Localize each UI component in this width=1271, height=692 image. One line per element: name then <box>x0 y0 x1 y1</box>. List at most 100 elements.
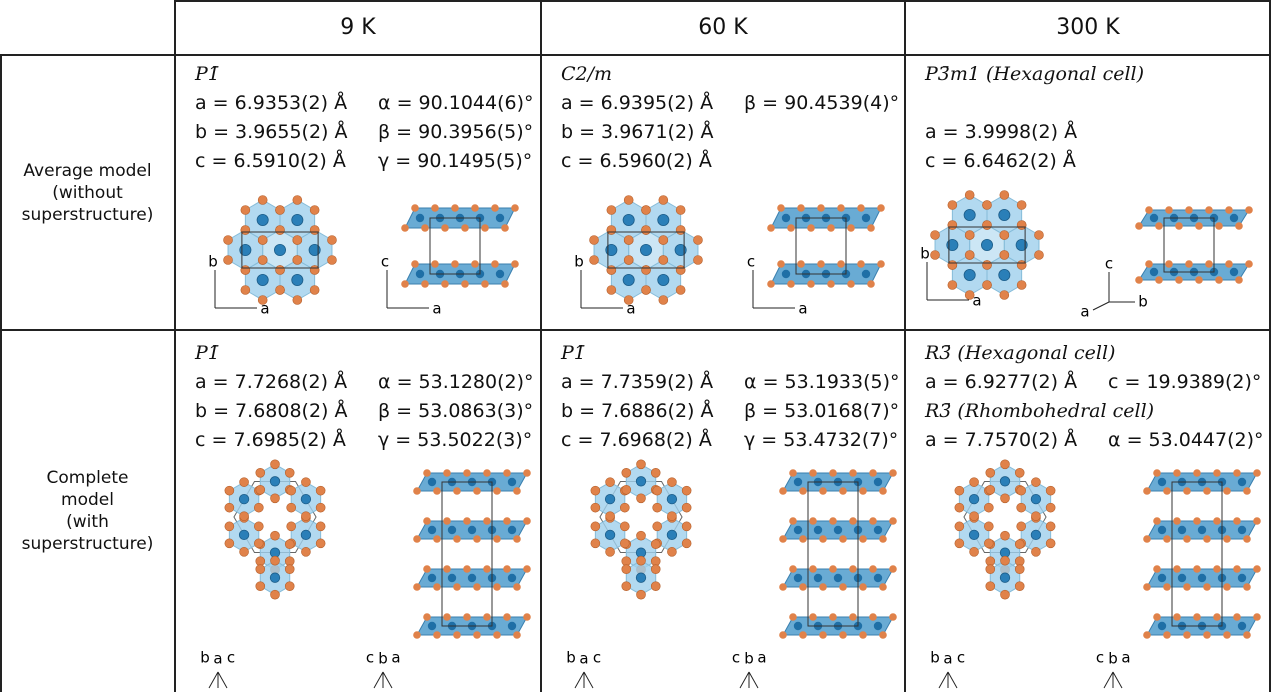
metal-atom <box>238 493 250 505</box>
anion-atom <box>463 613 471 621</box>
anion-atom <box>799 535 807 543</box>
metal-atom <box>495 269 505 279</box>
anion-atom <box>789 517 797 525</box>
parameter-text: c = 6.5910(2) Å <box>195 150 346 172</box>
anion-atom <box>954 538 965 549</box>
anion-atom <box>641 205 651 215</box>
cell-outline <box>599 480 683 554</box>
axis-line <box>938 671 949 689</box>
metal-atom <box>1229 213 1239 223</box>
parameter-text: γ = 90.1495(5)° <box>378 150 533 172</box>
anion-atom <box>270 555 280 566</box>
metal-atom <box>1237 573 1247 583</box>
anion-atom <box>1215 276 1223 284</box>
parameter-block: P1̄ a = 7.7268(2) Å α = 53.1280(2)° b = 7.6… <box>195 339 534 455</box>
anion-atom <box>797 204 805 212</box>
metal-atom <box>999 476 1011 487</box>
anion-atom <box>982 280 992 290</box>
metal-atom <box>291 274 304 287</box>
anion-atom <box>620 502 630 513</box>
anion-atom <box>1153 469 1161 477</box>
parameter-line: a = 6.9395(2) Å β = 90.4539(4)° <box>561 89 899 118</box>
anion-atom <box>1031 511 1041 521</box>
anion-atom <box>652 485 662 496</box>
metal-atom <box>427 525 437 535</box>
anion-atom <box>315 538 326 549</box>
metal-atom <box>963 269 976 282</box>
anion-atom <box>1193 517 1201 525</box>
metal-atom <box>604 529 616 541</box>
metal-atom <box>507 477 517 487</box>
anion-atom <box>413 487 421 495</box>
anion-atom <box>1213 517 1221 525</box>
anion-atom <box>1223 583 1231 591</box>
anion-atom <box>1034 230 1044 240</box>
anion-atom <box>451 260 459 268</box>
anion-atom <box>270 459 280 470</box>
anion-atom <box>1145 260 1153 268</box>
parameter-line: a = 7.7570(2) Å α = 53.0447(2)° <box>925 426 1264 455</box>
anion-atom <box>443 469 451 477</box>
anion-atom <box>224 485 235 496</box>
parameter-text: c = 19.9389(2)° <box>1108 371 1262 393</box>
anion-atom <box>799 487 807 495</box>
unit-cell <box>795 217 847 275</box>
anion-atom <box>1203 631 1211 639</box>
anion-atom <box>839 535 847 543</box>
anion-atom <box>240 205 251 215</box>
anion-atom <box>483 613 491 621</box>
axis-line <box>208 671 219 689</box>
parameter-line: c = 6.6462(2) Å <box>925 147 1144 176</box>
metal-atom <box>793 525 803 535</box>
unit-cell <box>1163 217 1215 273</box>
axis-label: b <box>208 253 218 271</box>
anion-atom <box>473 583 481 591</box>
axis-line <box>1112 671 1123 689</box>
metal-atom <box>1157 477 1167 487</box>
anion-atom <box>819 535 827 543</box>
metal-atom <box>813 525 823 535</box>
anion-atom <box>675 285 686 295</box>
metal-atom <box>507 621 517 631</box>
row-label-line: Average model <box>23 160 152 181</box>
anion-atom <box>286 502 296 513</box>
metal-atom <box>1149 267 1159 277</box>
anion-atom <box>829 517 837 525</box>
anion-atom <box>1233 613 1241 621</box>
parameter-text: a = 3.9998(2) Å <box>925 121 1078 143</box>
anion-atom <box>969 511 979 521</box>
metal-atom <box>1197 525 1207 535</box>
metal-atom <box>635 476 647 487</box>
anion-atom <box>1143 631 1151 639</box>
anion-atom <box>1235 276 1243 284</box>
table-rule <box>0 54 1271 56</box>
metal-atom <box>622 274 635 287</box>
parameter-line: R3̄ (Rhombohedral cell) <box>925 397 1264 426</box>
anion-atom <box>255 467 266 478</box>
anion-atom <box>1223 631 1231 639</box>
anion-atom <box>257 255 268 265</box>
anion-atom <box>240 285 251 295</box>
metal-atom <box>833 573 843 583</box>
anion-atom <box>254 502 264 513</box>
metal-atom <box>793 573 803 583</box>
anion-atom <box>650 564 661 574</box>
anion-atom <box>453 535 461 543</box>
anion-atom <box>463 517 471 525</box>
anion-atom <box>652 502 662 513</box>
anion-atom <box>1183 631 1191 639</box>
cell-outline <box>963 480 1047 554</box>
metal-atom <box>1197 573 1207 583</box>
anion-atom <box>275 285 285 295</box>
anion-atom <box>1031 477 1041 487</box>
metal-atom <box>622 213 635 226</box>
metal-atom <box>1015 239 1028 252</box>
anion-atom <box>224 538 235 549</box>
anion-atom <box>777 260 785 268</box>
anion-atom <box>239 547 249 557</box>
axis-label: c <box>381 253 389 271</box>
anion-atom <box>809 517 817 525</box>
axis-label: a <box>391 649 400 667</box>
